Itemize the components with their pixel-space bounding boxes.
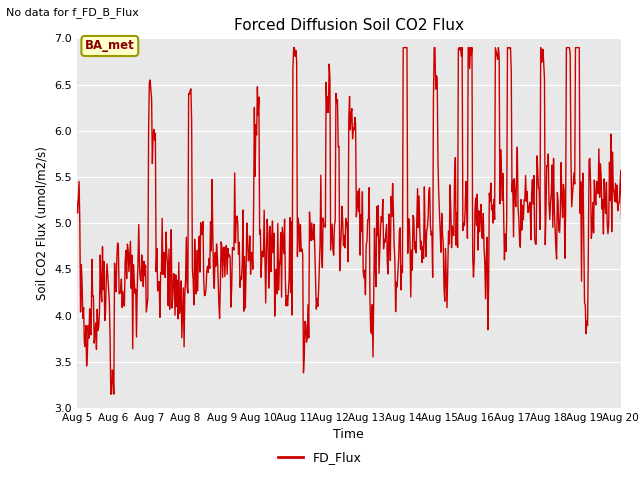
X-axis label: Time: Time bbox=[333, 429, 364, 442]
Title: Forced Diffusion Soil CO2 Flux: Forced Diffusion Soil CO2 Flux bbox=[234, 18, 464, 33]
Legend: FD_Flux: FD_Flux bbox=[273, 446, 367, 469]
Text: BA_met: BA_met bbox=[85, 39, 134, 52]
Y-axis label: Soil CO2 Flux (umol/m2/s): Soil CO2 Flux (umol/m2/s) bbox=[36, 146, 49, 300]
Text: No data for f_FD_B_Flux: No data for f_FD_B_Flux bbox=[6, 7, 140, 18]
